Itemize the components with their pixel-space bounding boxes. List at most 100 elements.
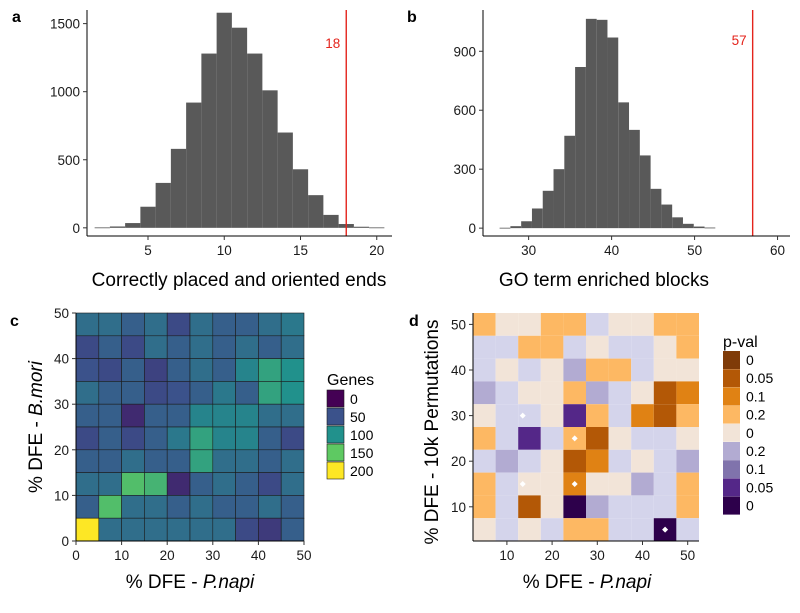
heatmap-cell (586, 449, 609, 473)
heatmap-cell (495, 427, 519, 450)
heatmap-cell (75, 495, 100, 519)
histogram-bar-10 (607, 37, 619, 229)
heatmap-cell (608, 358, 632, 382)
heatmap-cell (212, 472, 236, 496)
significance-marker (571, 435, 578, 442)
heatmap-cell (540, 518, 564, 541)
histogram-bar-15 (323, 214, 339, 228)
heatmap-cell (144, 335, 168, 359)
heatmap-cell (75, 335, 100, 359)
heatmap-cell (235, 495, 259, 519)
y-tick-label: 20 (54, 443, 69, 458)
x-tick-label: 50 (687, 243, 702, 258)
panel-c-tag: c (10, 313, 19, 330)
significance-marker (571, 481, 578, 487)
histogram-bar-9 (231, 27, 248, 228)
heatmap-cell (121, 358, 145, 382)
heatmap-cell (676, 313, 699, 336)
heatmap-cell (75, 358, 100, 382)
heatmap-cell (563, 495, 586, 519)
heatmap-cell (98, 335, 122, 359)
heatmap-cell (212, 403, 236, 428)
heatmap-cell (540, 381, 564, 405)
heatmap-cell (676, 495, 699, 519)
histogram-bar-5 (553, 169, 565, 229)
heatmap-cell (235, 449, 259, 473)
heatmap-cell (473, 335, 496, 359)
heatmap-cell (495, 404, 519, 427)
heatmap-cell (144, 426, 168, 451)
heatmap-cell (258, 426, 282, 451)
legend-swatch (326, 461, 345, 480)
histogram-bar-18 (369, 227, 385, 229)
legend-label: 0.05 (746, 370, 773, 386)
legend-label: 100 (350, 427, 374, 443)
heatmap-cell (258, 495, 282, 519)
heatmap-cell (473, 358, 496, 382)
heatmap-cell (608, 381, 632, 405)
legend-label: 0.2 (746, 407, 766, 423)
histogram-bar-11 (262, 90, 278, 228)
panel-d-tag: d (409, 313, 419, 330)
significance-marker (662, 526, 669, 533)
heatmap-cell (608, 518, 632, 541)
legend-swatch (723, 351, 740, 369)
heatmap-cell (258, 381, 282, 405)
heatmap-cell (189, 426, 214, 451)
histogram-bar-4 (542, 190, 554, 229)
heatmap-cell (75, 312, 100, 337)
x-tick-label: 10 (114, 548, 129, 563)
heatmap-cell (258, 517, 282, 542)
heatmap-cell (608, 472, 632, 496)
heatmap-cell (258, 358, 282, 382)
heatmap-cell (166, 358, 191, 382)
heatmap-cell (144, 403, 168, 428)
heatmap-cell (518, 358, 541, 382)
heatmap-cell (676, 335, 699, 359)
heatmap-cell (586, 495, 609, 519)
histogram-panel-a: 18 5 10 15 20 0 500 1000 1500 (50, 10, 392, 258)
panel-c-ylabel-plain: % DFE - (26, 416, 47, 493)
heatmap-cell (540, 335, 564, 359)
heatmap-cell (144, 358, 168, 382)
heatmap-cell (98, 381, 122, 405)
y-tick-label: 1000 (50, 85, 80, 100)
legend-swatch (723, 387, 740, 406)
observed-value-label: 18 (325, 36, 340, 51)
x-tick-label: 40 (604, 243, 619, 258)
heatmap-cell (676, 358, 699, 382)
heatmap-cell (166, 403, 191, 428)
heatmap-cell (75, 381, 100, 405)
y-tick-label: 20 (451, 454, 466, 469)
heatmap-cell (676, 381, 699, 405)
heatmap-cell (495, 313, 519, 336)
heatmap-cell (473, 427, 496, 450)
heatmap-cell (563, 518, 586, 541)
heatmap-cell (189, 495, 214, 519)
heatmap-cell (540, 472, 564, 496)
heatmap-cell (540, 427, 564, 450)
heatmap-panel-d: 10 20 30 40 50 10 20 30 40 50 (451, 313, 699, 563)
heatmap-cell (189, 403, 214, 428)
heatmap-cell (586, 427, 609, 450)
heatmap-cell (235, 472, 259, 496)
legend-label: 0.2 (746, 443, 766, 459)
heatmap-cell (280, 449, 305, 473)
legend-swatch (723, 442, 740, 460)
heatmap-cell (280, 426, 305, 451)
heatmap-cell (189, 358, 214, 382)
heatmap-cell (473, 518, 496, 541)
histogram-bar-13 (639, 155, 651, 229)
heatmap-cell (144, 449, 168, 473)
heatmap-cell (518, 518, 541, 541)
heatmap-cell (189, 472, 214, 496)
heatmap-cell (653, 472, 677, 496)
heatmap-cell (653, 495, 677, 519)
heatmap-cell (280, 335, 305, 359)
x-tick-label: 20 (160, 548, 175, 563)
x-tick-label: 15 (293, 243, 308, 258)
panel-a-xlabel: Correctly placed and oriented ends (92, 270, 387, 291)
heatmap-cell (98, 358, 122, 382)
histogram-bar-12 (629, 129, 640, 229)
significance-marker (519, 412, 526, 419)
